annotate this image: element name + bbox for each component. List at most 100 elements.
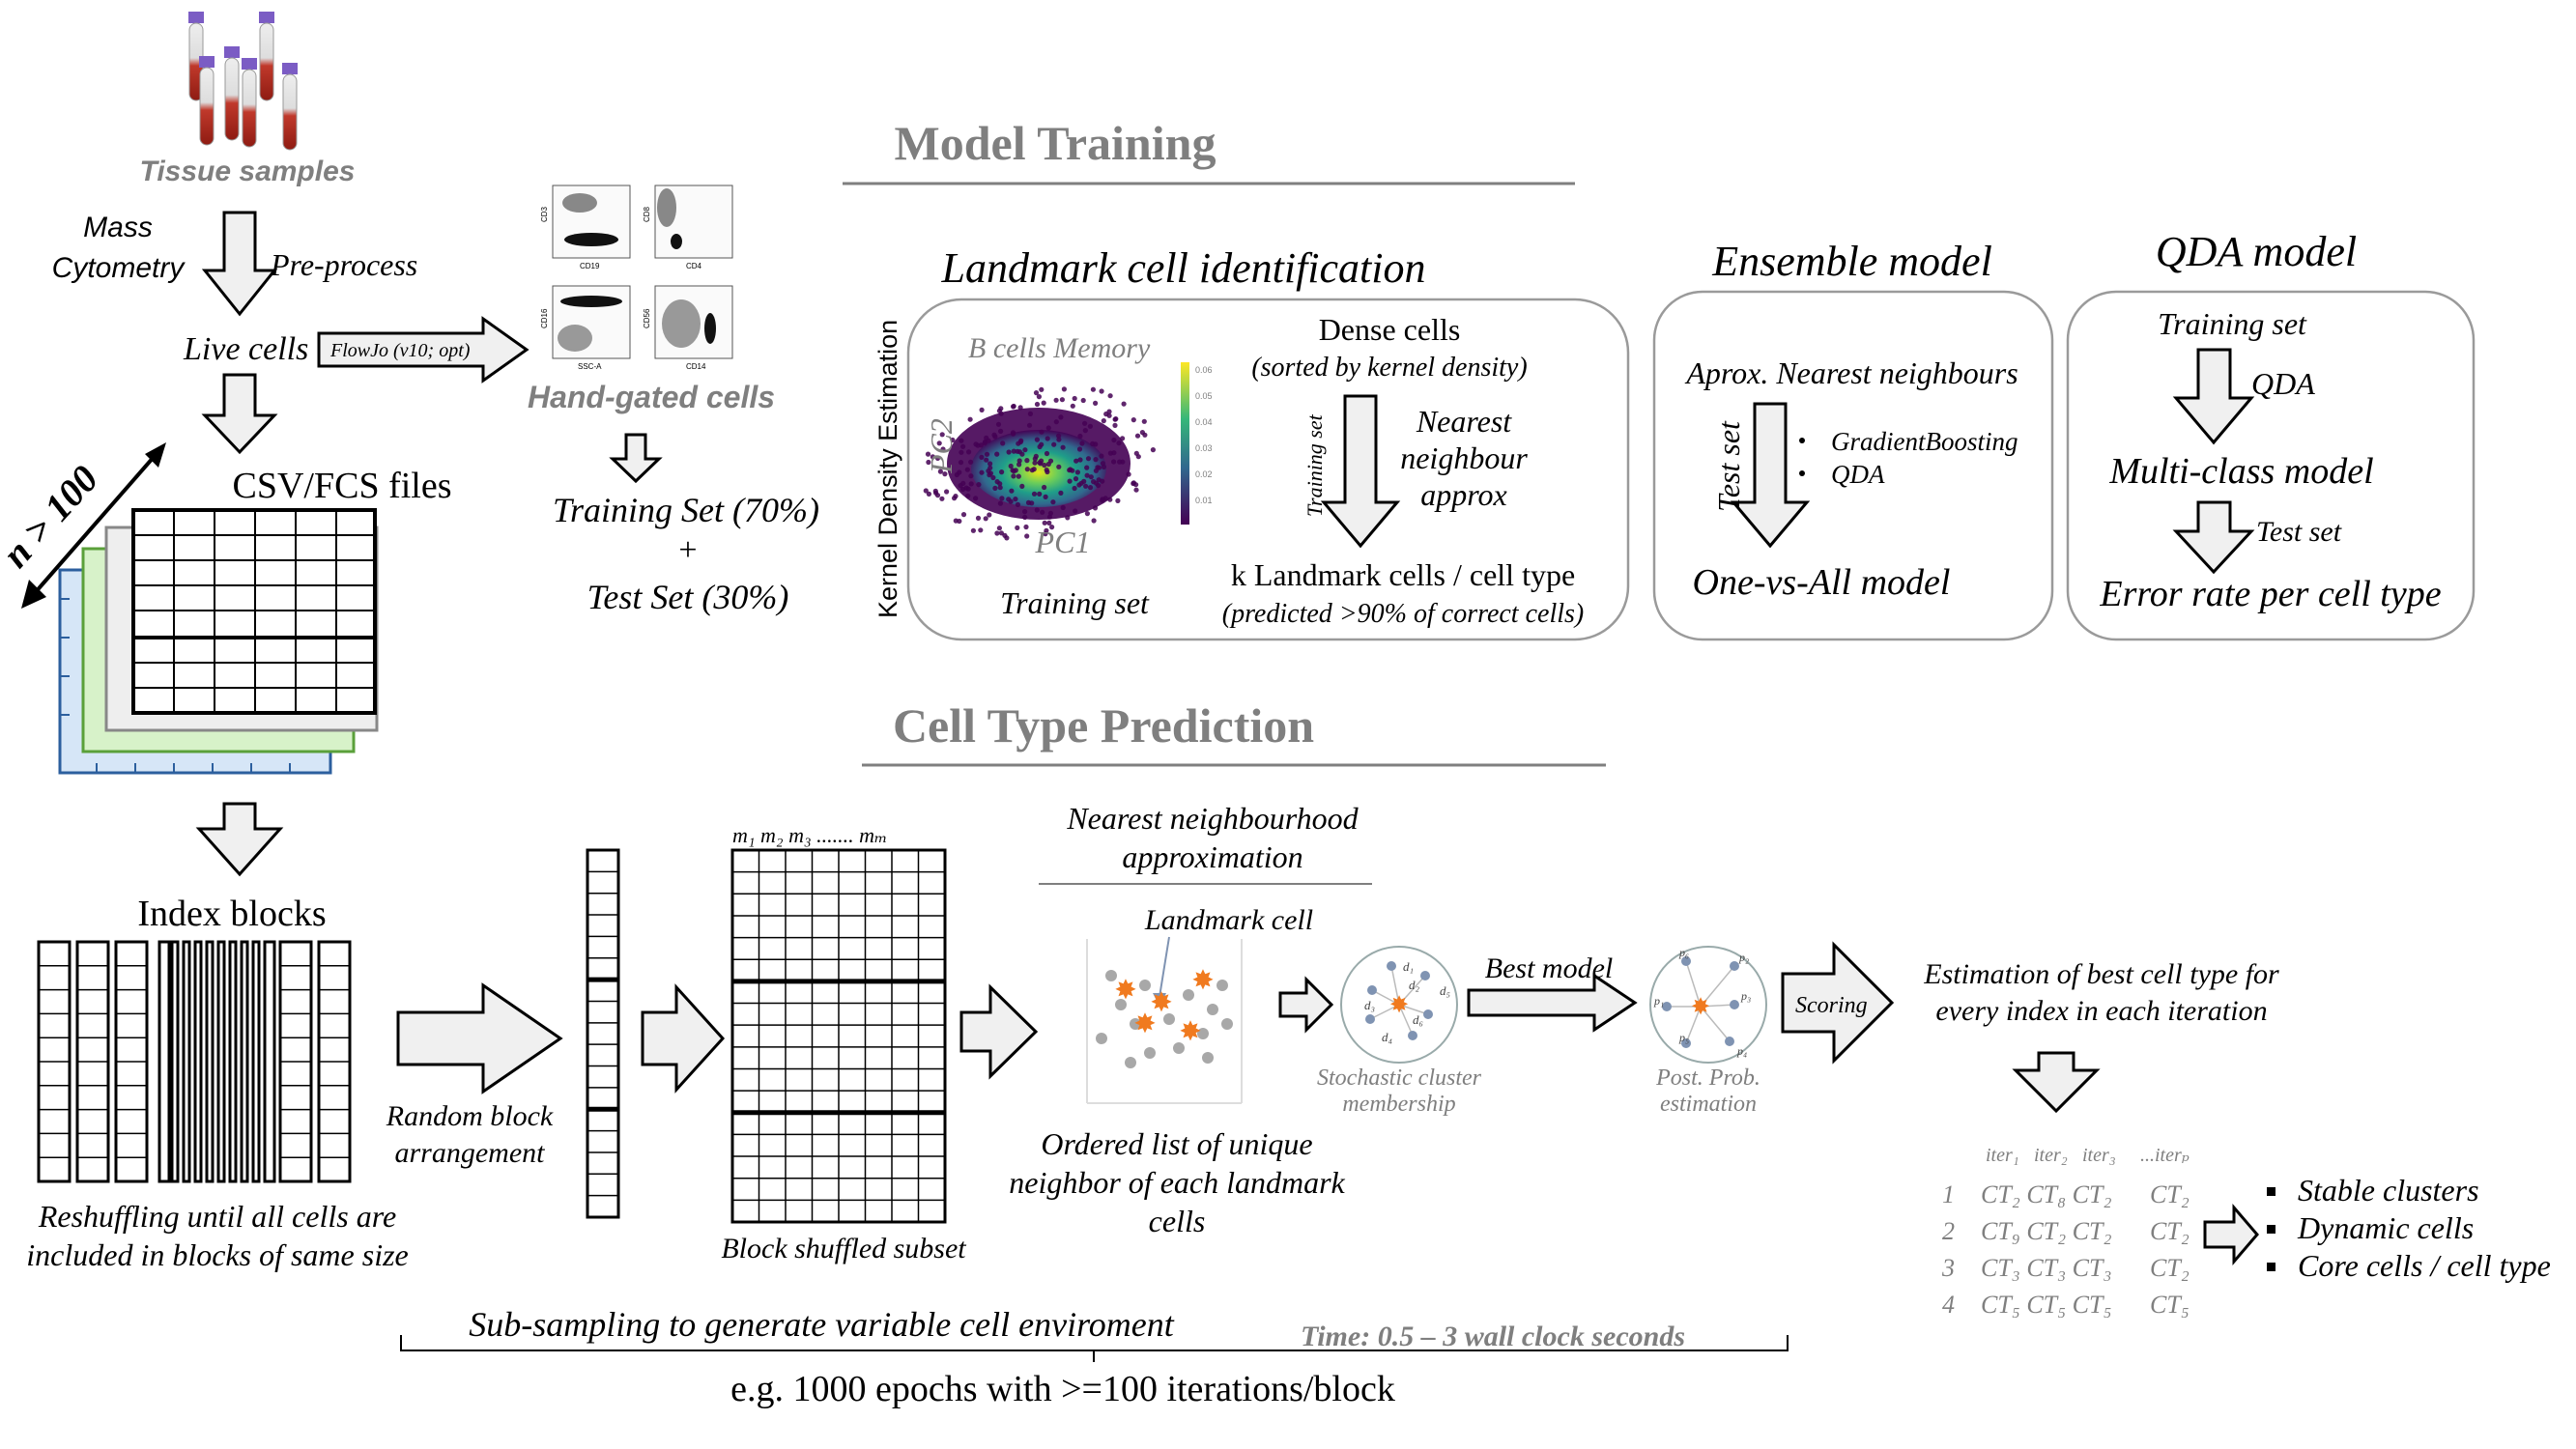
error-rate-label: Error rate per cell type [2099,574,2441,614]
csv-fcs-label: CSV/FCS files [232,466,451,506]
random-block-line2: arrangement [395,1137,546,1169]
qda-training-set: Training set [2158,306,2307,341]
test-split-label: Test Set (30%) [587,578,789,616]
hand-gated-plots: CD3 CD19 CD8 CD4 CD16 SSC-A CD56 CD14 [540,185,733,371]
mass-label: Mass [83,212,153,243]
outcome-core: Core cells / cell type [2298,1248,2551,1283]
svg-text:0.03: 0.03 [1195,443,1213,453]
svg-text:CT₅: CT₅ [2150,1291,2190,1319]
epochs-label: e.g. 1000 epochs with >=100 iterations/b… [730,1369,1395,1409]
block-shuffled-label: Block shuffled subset [721,1233,966,1264]
flowjo-label: FlowJo (v10; opt) [329,340,471,361]
svg-text:✸: ✸ [1389,991,1409,1018]
training-set-vertical: Training set [1302,413,1327,517]
tissue-samples-label: Tissue samples [140,156,356,187]
plus-label: + [678,532,697,568]
svg-text:✸: ✸ [1150,986,1172,1018]
right-arrow-outcomes [2203,1203,2259,1266]
cytometry-label: Cytometry [52,252,186,284]
post-prob-line1: Post. Prob. [1655,1065,1760,1091]
outcome-bullet-1 [2267,1187,2275,1196]
iter-header-1: iter₁ [1986,1145,2019,1166]
model-training-title: Model Training [895,116,1216,170]
svg-text:0.01: 0.01 [1195,496,1213,505]
qda-box [2066,290,2476,641]
svg-text:p₅: p₅ [1678,1031,1689,1044]
gate-axis-cd3: CD3 [540,206,549,222]
down-arrow-csv [201,373,278,455]
predicted-label: (predicted >90% of correct cells) [1222,599,1584,629]
kde-axis-label: Kernel Density Estimation [873,320,902,618]
qda-test-set: Test set [2256,516,2342,548]
gate-axis-cd19: CD19 [580,262,600,270]
down-arrow-ensemble [1730,402,1811,549]
k-landmark-label: k Landmark cells / cell type [1231,557,1575,592]
down-arrow-split [609,433,663,484]
right-arrow-stochastic [1278,976,1334,1034]
gate-axis-cd14: CD14 [686,362,706,371]
outcome-bullet-2 [2267,1225,2275,1234]
subsampling-label: Sub-sampling to generate variable cell e… [469,1305,1174,1344]
m-labels: m₁ m₂ m₃ ....... mₘ [732,823,888,847]
hand-gated-label: Hand-gated cells [528,380,775,414]
pc2-label: PC2 [924,418,959,474]
n-arrowhead-low [21,580,46,609]
scoring-label: Scoring [1795,993,1868,1018]
svg-text:p₂: p₂ [1738,951,1749,964]
block-shuffled-grid [730,848,947,1224]
svg-text:CT₂: CT₂ [2150,1180,2190,1208]
colorbar [1181,362,1189,525]
bullet-gradientboosting: GradientBoosting [1831,427,2018,456]
gate-axis-cd56: CD56 [643,308,651,328]
svg-text:p₆: p₆ [1678,946,1689,959]
stochastic-line2: membership [1342,1092,1455,1117]
down-arrow-index [195,802,284,877]
qda-label: QDA [2251,366,2315,401]
shuffled-column [586,848,620,1219]
svg-text:✸: ✸ [1133,1008,1156,1039]
svg-text:✸: ✸ [1691,993,1710,1020]
right-arrow-scoring [1781,941,1895,1065]
index-blocks [37,940,352,1183]
best-model-label: Best model [1485,952,1613,984]
svg-text:0.05: 0.05 [1195,391,1213,401]
stochastic-cluster: d₁ d₂ d₃ d₄ d₅ d₆ ✸ [1340,946,1458,1064]
svg-text:0.04: 0.04 [1195,417,1213,427]
csv-stack [58,508,379,775]
right-arrow-subset [641,983,726,1094]
gate-axis-ssc: SSC-A [578,362,602,371]
svg-text:0.06: 0.06 [1195,365,1213,375]
down-arrow-iterations [2012,1051,2101,1114]
landmark-box [906,298,1630,641]
outcome-dynamic: Dynamic cells [2297,1210,2474,1245]
ordered-line1: Ordered list of unique [1041,1126,1312,1161]
iter-header-3: iter₃ [2082,1145,2116,1166]
svg-text:✸: ✸ [1179,1015,1201,1047]
b-cells-memory-label: B cells Memory [968,332,1151,364]
svg-text:d₃: d₃ [1364,998,1375,1012]
iteration-table: iter₁ iter₂ iter₃ ...iterₚ 1 CT₂ CT₈ CT₂… [1941,1145,2190,1319]
reshuffle-line2: included in blocks of same size [26,1237,408,1272]
n-arrowhead-high [145,442,166,468]
gate-axis-cd4: CD4 [686,262,702,270]
random-block-line1: Random block [386,1100,554,1132]
nearest-line3: approx [1420,477,1506,512]
preprocess-label: Pre-process [270,247,417,282]
svg-text:CT₂: CT₂ [2150,1217,2190,1245]
svg-text:2: 2 [1942,1217,1955,1245]
gate-axis-cd8: CD8 [643,206,651,222]
svg-text:1: 1 [1942,1180,1955,1208]
bullet-2 [1799,470,1805,476]
iter-header-p: ...iterₚ [2140,1145,2190,1166]
down-arrow-test [2172,500,2255,575]
nearest-line1: Nearest [1416,404,1512,439]
right-arrow-flowjo [317,316,530,384]
stochastic-line1: Stochastic cluster [1317,1065,1482,1091]
ensemble-title: Ensemble model [1711,238,1992,285]
nearest-line2: neighbour [1400,440,1528,475]
svg-text:d₅: d₅ [1440,983,1450,998]
aprox-nn-label: Aprox. Nearest neighbours [1684,355,2018,390]
nn-approx-line1: Nearest neighbourhood [1066,801,1359,836]
outcome-bullet-3 [2267,1263,2275,1271]
